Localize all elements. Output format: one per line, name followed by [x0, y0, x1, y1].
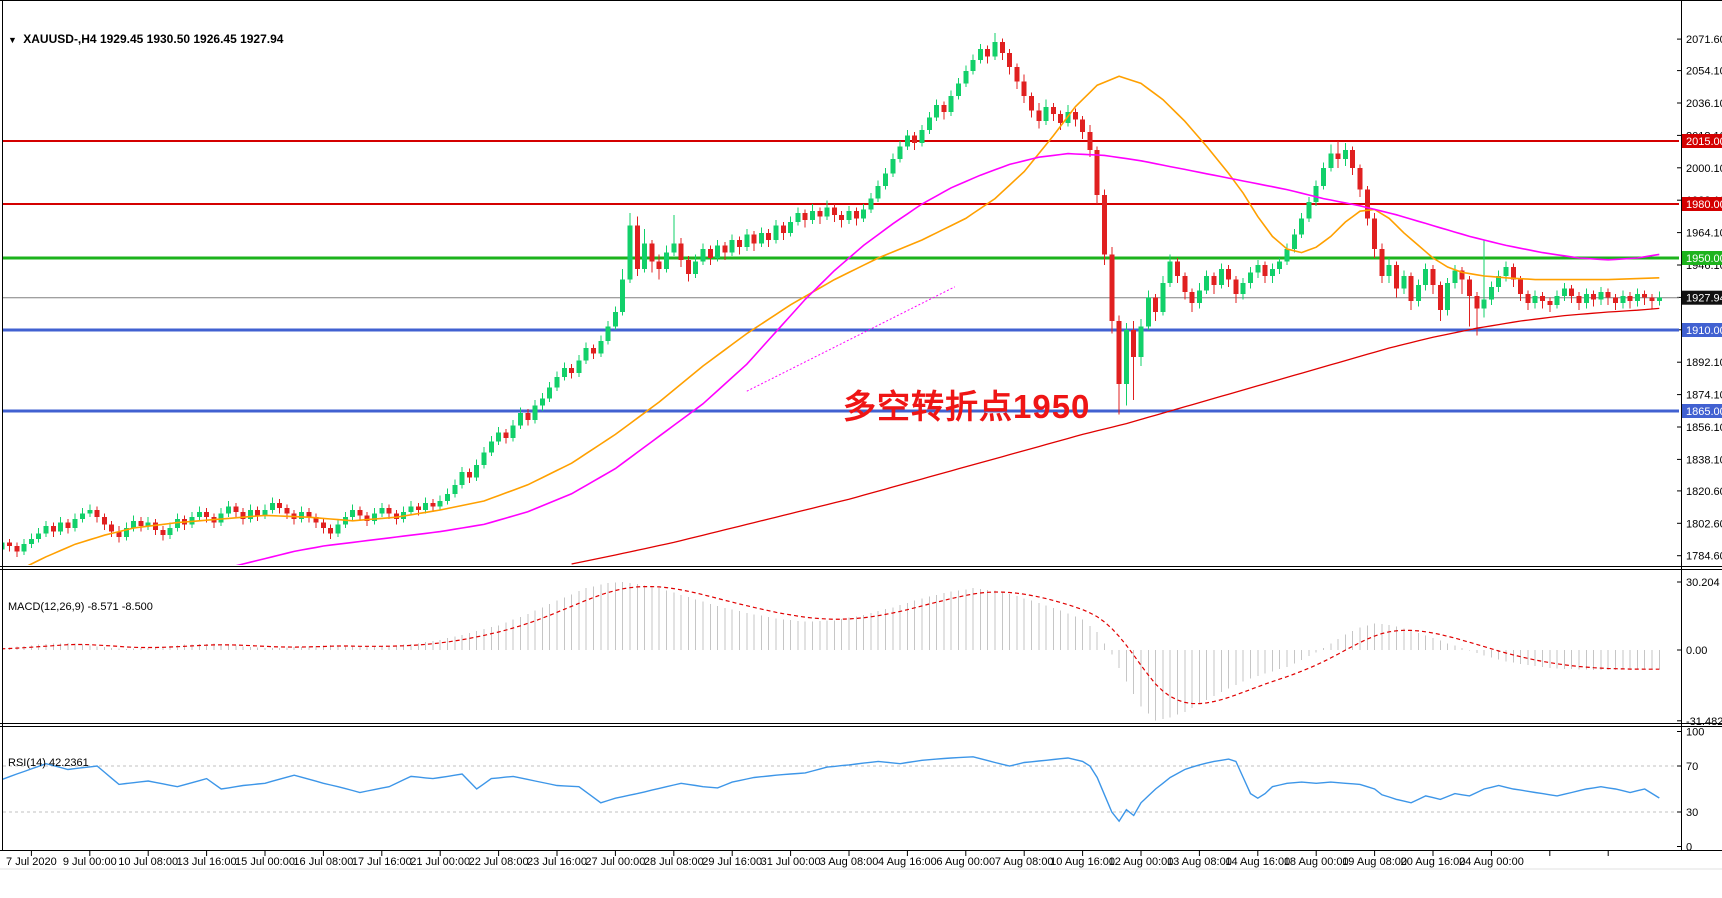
svg-text:2015.00: 2015.00: [1686, 136, 1722, 148]
svg-text:30.204: 30.204: [1686, 577, 1720, 589]
symbol-collapse-icon[interactable]: ▼: [8, 35, 17, 45]
macd-signal-line: [3, 586, 1660, 705]
svg-text:10 Aug 16:00: 10 Aug 16:00: [1050, 856, 1115, 868]
panel-borders: [0, 0, 1722, 851]
svg-text:15 Jul 00:00: 15 Jul 00:00: [235, 856, 295, 868]
svg-text:1927.94: 1927.94: [1686, 293, 1722, 305]
price-level-badges: 2015.00 1980.00 1950.00 1910.00 1865.00 1927.…: [1682, 134, 1722, 418]
svg-text:1950.00: 1950.00: [1686, 253, 1722, 265]
svg-text:70: 70: [1686, 761, 1698, 773]
svg-text:-31.482: -31.482: [1686, 716, 1722, 728]
svg-text:30: 30: [1686, 807, 1698, 819]
svg-text:19 Aug 08:00: 19 Aug 08:00: [1342, 856, 1407, 868]
svg-text:16 Jul 08:00: 16 Jul 08:00: [293, 856, 353, 868]
current-price-badge: [1682, 290, 1722, 305]
svg-text:7 Aug 08:00: 7 Aug 08:00: [995, 856, 1054, 868]
annotation-text[interactable]: 多空转折点1950: [843, 388, 1091, 425]
ma-fast-line: [27, 75, 1660, 565]
svg-text:1838.10: 1838.10: [1686, 454, 1722, 466]
svg-text:29 Jul 16:00: 29 Jul 16:00: [702, 856, 762, 868]
svg-text:23 Jul 16:00: 23 Jul 16:00: [527, 856, 587, 868]
svg-text:3 Aug 08:00: 3 Aug 08:00: [820, 856, 879, 868]
svg-text:1784.60: 1784.60: [1686, 551, 1722, 563]
svg-text:21 Jul 00:00: 21 Jul 00:00: [410, 856, 470, 868]
svg-text:10 Jul 08:00: 10 Jul 08:00: [118, 856, 178, 868]
svg-text:2000.10: 2000.10: [1686, 163, 1722, 175]
ma-mid-line: [235, 152, 1660, 565]
svg-text:9 Jul 00:00: 9 Jul 00:00: [63, 856, 117, 868]
svg-text:13 Aug 08:00: 13 Aug 08:00: [1167, 856, 1232, 868]
rsi-line: [3, 756, 1660, 823]
svg-text:31 Jul 00:00: 31 Jul 00:00: [761, 856, 821, 868]
svg-text:0: 0: [1686, 842, 1692, 854]
svg-text:1964.10: 1964.10: [1686, 228, 1722, 240]
svg-text:100: 100: [1686, 727, 1704, 739]
macd-indicator-label: MACD(12,26,9) -8.571 -8.500: [8, 601, 153, 613]
svg-text:2036.10: 2036.10: [1686, 98, 1722, 110]
rsi-axis[interactable]: 100 70 30 0: [1677, 727, 1704, 854]
svg-text:14 Aug 16:00: 14 Aug 16:00: [1225, 856, 1290, 868]
svg-text:1865.00: 1865.00: [1686, 406, 1722, 418]
svg-text:17 Jul 16:00: 17 Jul 16:00: [352, 856, 412, 868]
svg-text:6 Aug 00:00: 6 Aug 00:00: [936, 856, 995, 868]
svg-text:2054.10: 2054.10: [1686, 66, 1722, 78]
symbol-period-label: XAUUSD-,H4: [23, 32, 97, 46]
svg-text:1980.00: 1980.00: [1686, 199, 1722, 211]
ohlc-values: 1929.45 1930.50 1926.45 1927.94: [99, 32, 284, 46]
svg-text:27 Jul 00:00: 27 Jul 00:00: [585, 856, 645, 868]
macd-axis[interactable]: 30.204 0.00 -31.482: [1677, 577, 1722, 728]
svg-text:1874.10: 1874.10: [1686, 390, 1722, 402]
svg-text:1910.00: 1910.00: [1686, 325, 1722, 337]
horizontal-level-lines[interactable]: [3, 140, 1681, 413]
svg-text:28 Jul 08:00: 28 Jul 08:00: [644, 856, 704, 868]
svg-text:18 Aug 00:00: 18 Aug 00:00: [1284, 856, 1349, 868]
svg-text:1892.10: 1892.10: [1686, 357, 1722, 369]
svg-text:2071.60: 2071.60: [1686, 34, 1722, 46]
svg-text:1820.60: 1820.60: [1686, 486, 1722, 498]
svg-text:22 Jul 08:00: 22 Jul 08:00: [469, 856, 529, 868]
chart-title: ▼ XAUUSD-,H4 1929.45 1930.50 1926.45 192…: [8, 32, 283, 46]
svg-text:1856.10: 1856.10: [1686, 422, 1722, 434]
svg-text:1802.60: 1802.60: [1686, 518, 1722, 530]
svg-text:13 Jul 16:00: 13 Jul 16:00: [177, 856, 237, 868]
svg-text:12 Aug 00:00: 12 Aug 00:00: [1109, 856, 1174, 868]
svg-text:4 Aug 16:00: 4 Aug 16:00: [878, 856, 937, 868]
svg-text:20 Aug 16:00: 20 Aug 16:00: [1401, 856, 1466, 868]
svg-text:7 Jul 2020: 7 Jul 2020: [6, 856, 57, 868]
rsi-indicator-label: RSI(14) 42.2361: [8, 757, 89, 769]
ma-slow-line: [571, 307, 1660, 565]
svg-text:0.00: 0.00: [1686, 645, 1707, 657]
svg-text:24 Aug 00:00: 24 Aug 00:00: [1459, 856, 1524, 868]
trendline-object[interactable]: [746, 286, 956, 392]
